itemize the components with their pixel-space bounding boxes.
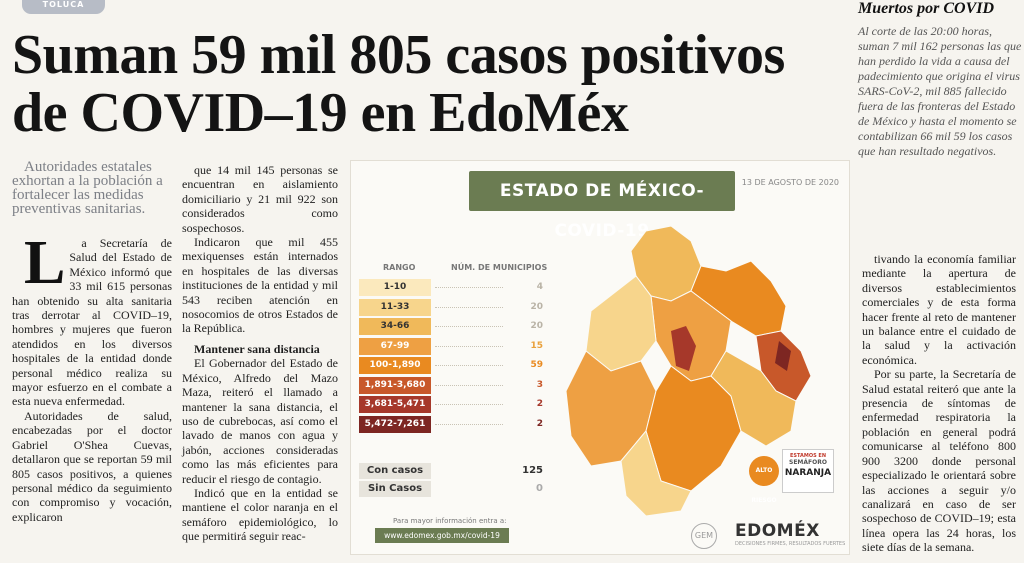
article-column-2: que 14 mil 145 personas se encuentran en… [182, 163, 338, 544]
legend-count: 4 [536, 282, 543, 292]
sin-casos-value: 0 [536, 483, 543, 494]
government-seal-icon: GEM [691, 523, 717, 549]
legend-count: 2 [536, 399, 543, 409]
legend-leader [435, 306, 503, 308]
legend-row: 100-1,890 59 [359, 357, 547, 374]
paragraph: que 14 mil 145 personas se encuentran en… [182, 163, 338, 235]
legend-row: 1-10 4 [359, 279, 547, 296]
edomex-slogan: DECISIONES FIRMES, RESULTADOS FUERTES [735, 541, 846, 547]
url-label: Para mayor información entra a: [393, 517, 507, 525]
lead-text: a Secretaría de Salud del Estado de Méxi… [12, 236, 172, 409]
paragraph: Indicaron que mil 455 mexiquenses están … [182, 235, 338, 336]
map-region-east-dark [775, 341, 791, 371]
paragraph: El Gobernador del Estado de México, Alfr… [182, 356, 338, 486]
legend-row: 67-99 15 [359, 337, 547, 355]
legend-count: 3 [536, 379, 543, 390]
sin-casos-label: Sin Casos [359, 481, 431, 497]
legend-row: 5,472-7,261 2 [359, 415, 547, 433]
legend-range: 100-1,890 [359, 357, 431, 374]
legend-leader [435, 423, 503, 425]
infographic-title: ESTADO DE MÉXICO-COVID-19 [469, 171, 735, 241]
sin-casos-row: Sin Casos 0 [359, 481, 547, 497]
map-region-southeast [710, 350, 797, 447]
semaforo-badge: ESTAMOS EN SEMÁFORO NARANJA [782, 449, 834, 493]
legend-range: 3,681-5,471 [359, 396, 431, 413]
legend-row: 11-33 20 [359, 298, 547, 316]
paragraph: Indicó que en la entidad se mantiene el … [182, 485, 338, 544]
covid-infographic: ESTADO DE MÉXICO-COVID-19 13 DE AGOSTO D… [350, 160, 850, 555]
legend-range: 67-99 [359, 337, 431, 355]
municipios-header: NÚM. DE MUNICIPIOS [451, 263, 548, 272]
legend-count: 59 [530, 360, 543, 370]
legend-leader [435, 404, 503, 405]
legend-row: 1,891-3,680 3 [359, 376, 547, 394]
alto-riesgo-badge: ALTO RIESGO [749, 456, 779, 504]
legend-row: 3,681-5,471 2 [359, 396, 547, 413]
municipal-map [565, 225, 812, 517]
legend-range: 1-10 [359, 279, 431, 296]
legend-range: 34-66 [359, 318, 431, 335]
legend-leader [435, 326, 503, 327]
paragraph: tivando la economía familiar mediante la… [862, 252, 1016, 367]
legend-leader [435, 345, 503, 347]
legend-range: 5,472-7,261 [359, 415, 431, 433]
sidebar-body: Al corte de las 20:00 horas, suman 7 mil… [858, 24, 1022, 158]
headline: Suman 59 mil 805 casos positivos de COVI… [12, 24, 785, 144]
legend-range: 1,891-3,680 [359, 376, 431, 394]
con-casos-value: 125 [522, 465, 543, 476]
subheading: Mantener sana distancia [194, 341, 320, 356]
legend-count: 15 [530, 340, 543, 351]
paragraph: Por su parte, la Secretaría de Salud est… [862, 367, 1016, 555]
legend-row: 34-66 20 [359, 318, 547, 335]
legend-leader [435, 287, 503, 288]
sidebar-box: Muertos por COVID Al corte de las 20:00 … [858, 0, 1024, 159]
con-casos-label: Con casos [359, 463, 431, 479]
map-region-west [585, 275, 657, 372]
article-column-4: tivando la economía familiar mediante la… [862, 252, 1016, 555]
legend-range: 11-33 [359, 298, 431, 316]
map-region-far-south [620, 429, 692, 517]
section-tag: TOLUCA [22, 0, 105, 14]
legend-leader [435, 365, 503, 366]
semaforo-line-3: NARANJA [784, 468, 832, 478]
sidebar-title: Muertos por COVID [858, 0, 995, 17]
semaforo-line-2: SEMÁFORO [789, 459, 827, 466]
paragraph: Autoridades de salud, encabezadas por el… [12, 408, 172, 524]
article-column-1: Autoridades estatales exhortan a la pobl… [12, 160, 172, 524]
legend-count: 20 [530, 321, 543, 331]
legend-leader [435, 384, 503, 386]
map-region-toluca [671, 326, 696, 371]
dropcap: L [24, 229, 66, 297]
edomex-logo: EDOMÉX [735, 521, 820, 541]
legend-count: 2 [536, 418, 543, 429]
semaforo-line-1: ESTAMOS EN [789, 453, 827, 459]
deck: Autoridades estatales exhortan a la pobl… [12, 159, 163, 217]
legend-count: 20 [530, 301, 543, 312]
rango-header: RANGO [383, 263, 416, 272]
info-url[interactable]: www.edomex.gob.mx/covid-19 [375, 528, 509, 543]
infographic-date: 13 DE AGOSTO DE 2020 [741, 178, 839, 187]
con-casos-row: Con casos 125 [359, 463, 547, 479]
